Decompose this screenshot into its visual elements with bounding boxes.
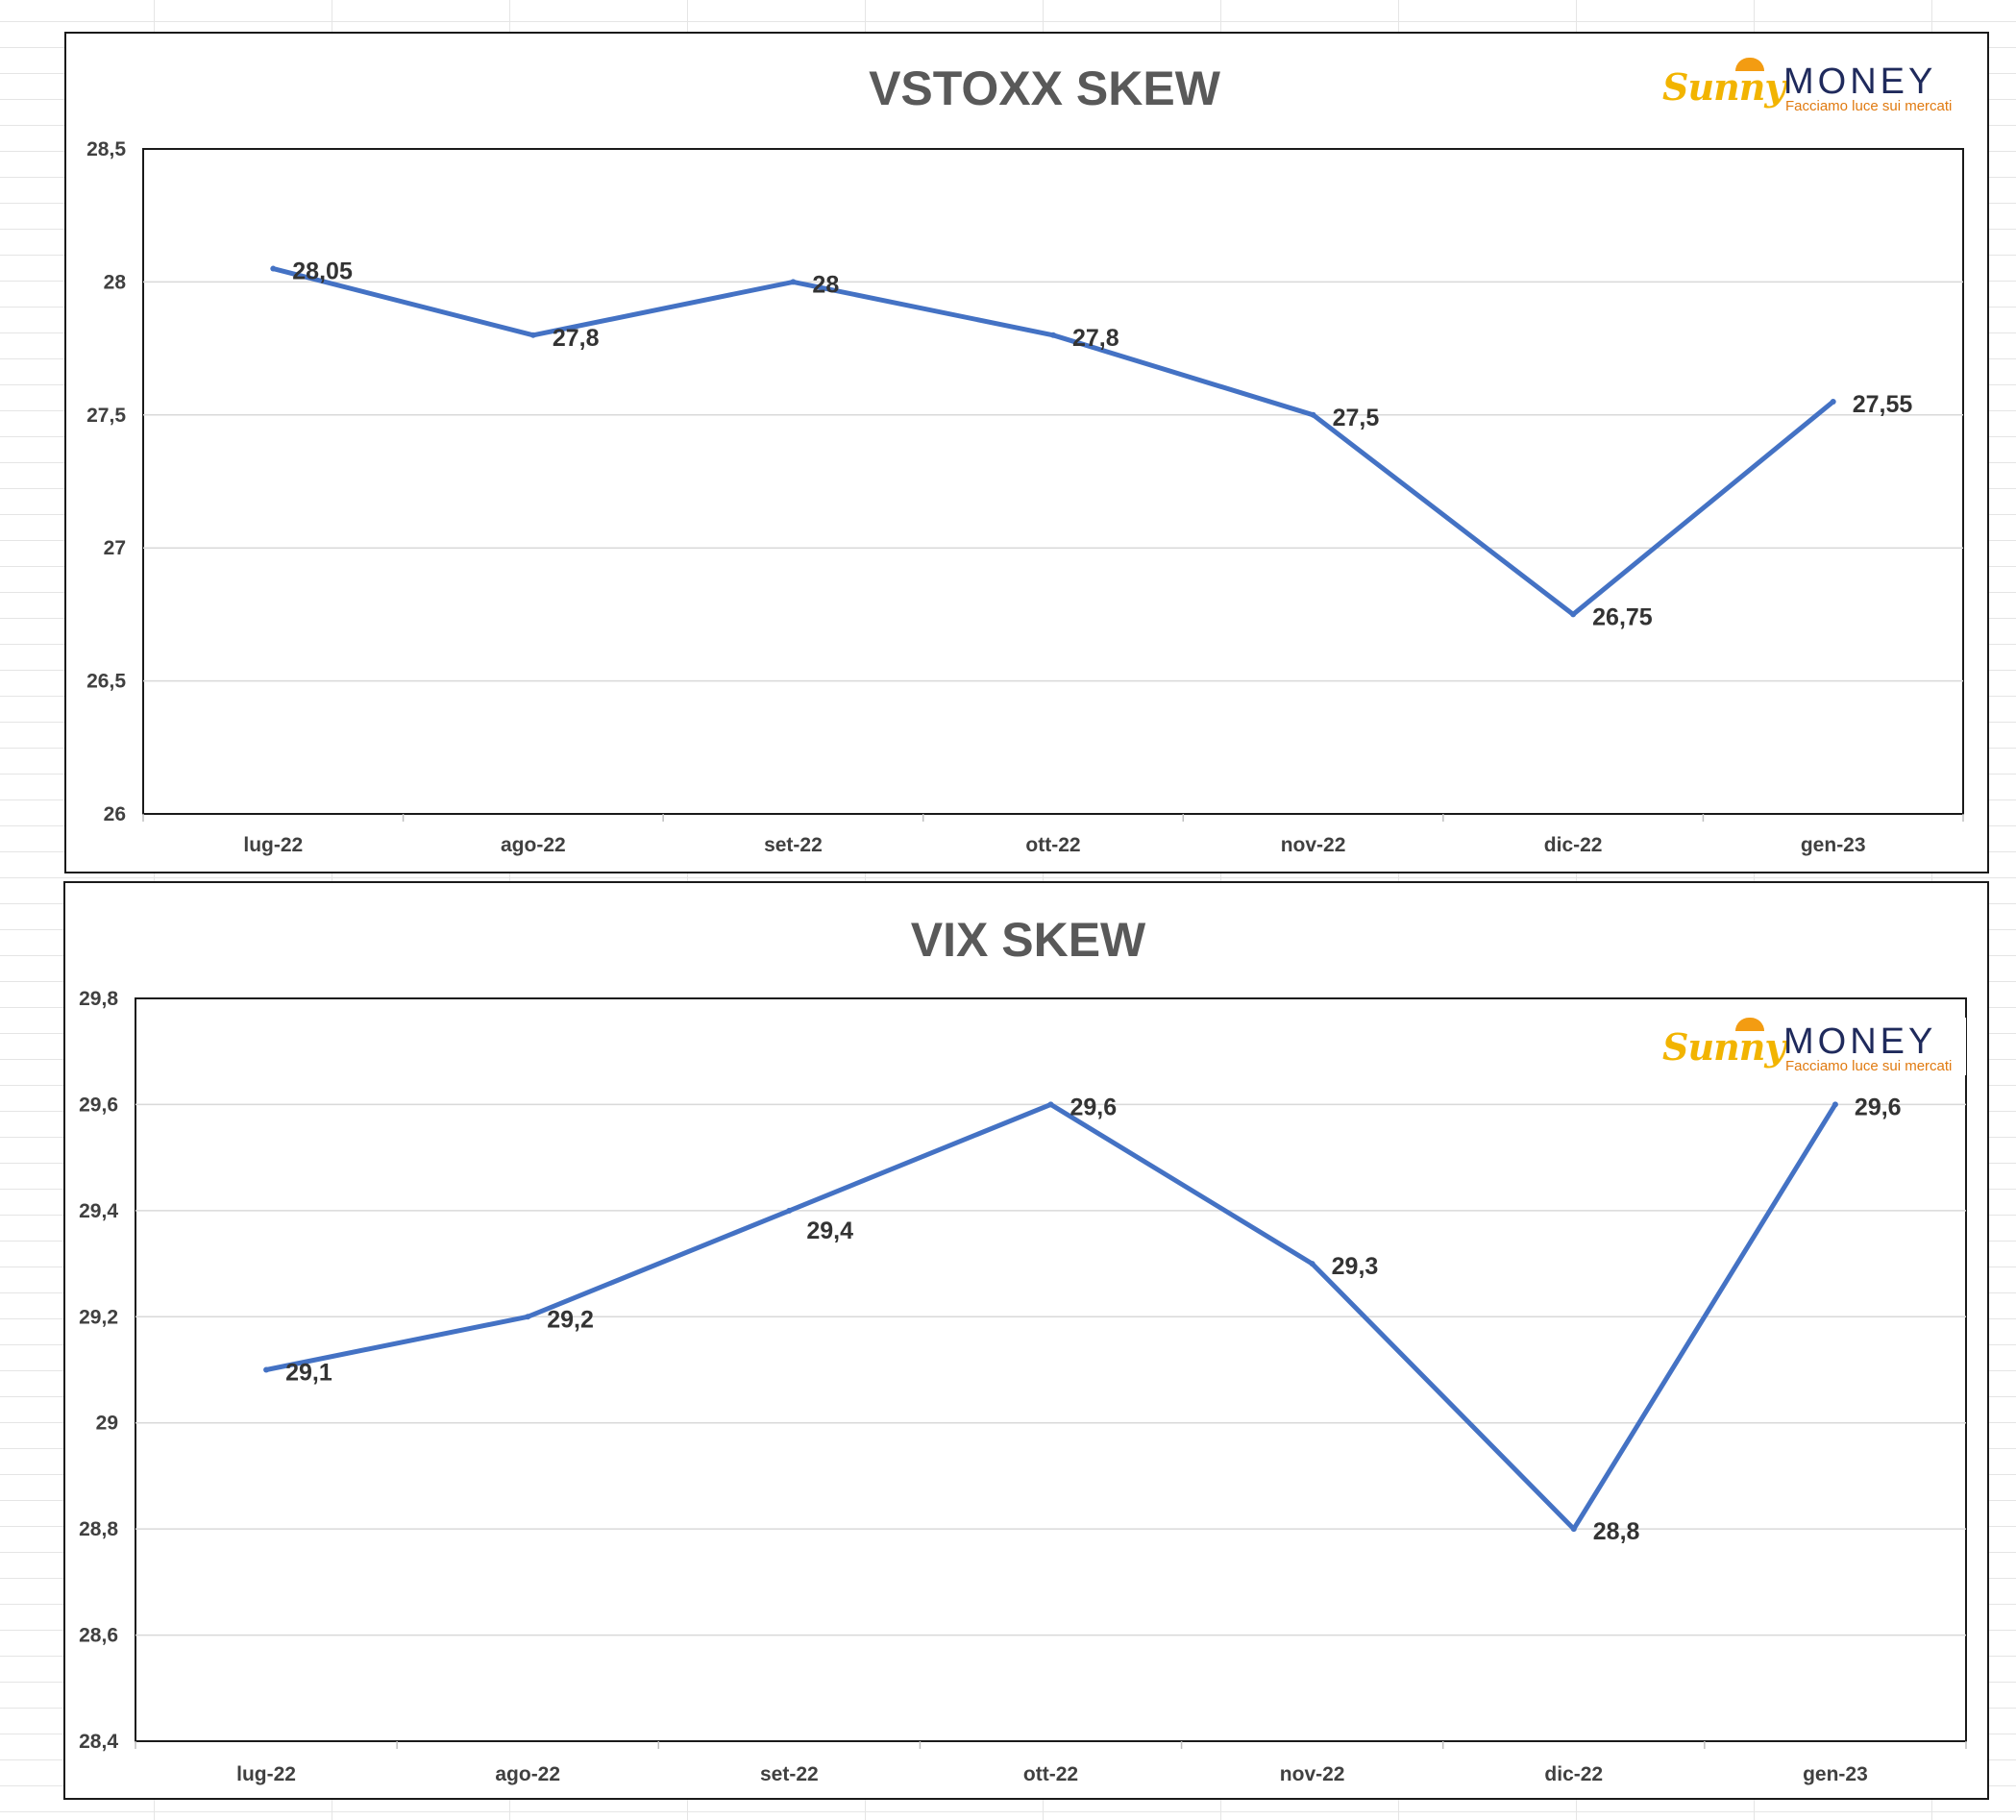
x-tick-label: ott-22 xyxy=(1023,1763,1078,1785)
y-tick-label: 28,5 xyxy=(86,138,126,160)
y-tick-label: 29,4 xyxy=(79,1200,118,1222)
data-label: 27,5 xyxy=(1333,405,1380,431)
x-tick-label: lug-22 xyxy=(236,1763,296,1785)
data-point xyxy=(1830,398,1836,405)
y-tick-label: 29,2 xyxy=(79,1306,118,1328)
x-tick-label: gen-23 xyxy=(1803,1763,1868,1785)
data-point xyxy=(1050,332,1056,338)
vstoxx-skew-chart: VSTOXX SKEW 26 26,5 27 27,5 28 28,5 lug-22 ago-2… xyxy=(86,61,1964,856)
logo-tagline: Facciamo luce sui mercati xyxy=(1785,98,1953,114)
y-tick-label: 28,6 xyxy=(79,1625,118,1647)
x-tick-label: ago-22 xyxy=(495,1763,560,1785)
y-tick-label: 29,8 xyxy=(79,988,118,1010)
x-tick-label: set-22 xyxy=(760,1763,819,1785)
data-point xyxy=(1310,411,1316,418)
logo-tagline: Facciamo luce sui mercati xyxy=(1785,1058,1953,1074)
data-point xyxy=(1570,611,1577,618)
data-label: 29,2 xyxy=(547,1306,594,1333)
y-tick-label: 29,6 xyxy=(79,1094,118,1116)
logo-script-text: Sunny xyxy=(1662,65,1785,109)
x-tick-label: nov-22 xyxy=(1281,834,1346,856)
data-label: 29,1 xyxy=(285,1360,332,1387)
sun-icon xyxy=(1735,1018,1764,1031)
data-point xyxy=(1832,1101,1838,1108)
data-point xyxy=(786,1207,793,1214)
data-point xyxy=(525,1314,531,1320)
x-tick-label: set-22 xyxy=(764,834,823,856)
data-label: 28,8 xyxy=(1593,1518,1640,1545)
data-point xyxy=(1309,1261,1315,1267)
x-tick-label: dic-22 xyxy=(1544,834,1603,856)
y-tick-label: 28 xyxy=(104,271,127,293)
y-tick-label: 26 xyxy=(104,803,126,825)
vix-skew-chart: VIX SKEW 28,4 28,6 28,8 29 29,2 29,4 29,6 29,8 lu… xyxy=(79,913,1967,1785)
data-label: 27,55 xyxy=(1853,391,1913,418)
data-point xyxy=(270,265,277,272)
chart-title: VSTOXX SKEW xyxy=(869,61,1221,115)
data-point xyxy=(529,332,536,338)
y-tick-label: 26,5 xyxy=(86,671,126,693)
y-tick-label: 29 xyxy=(96,1413,118,1435)
logo-script-text: Sunny xyxy=(1662,1025,1785,1069)
logo-word-text: MONEY xyxy=(1783,1021,1937,1062)
vstoxx-skew-chart-panel[interactable]: VSTOXX SKEW 26 26,5 27 27,5 28 28,5 lug-22 ago-2… xyxy=(64,32,1989,873)
y-tick-label: 28,8 xyxy=(79,1518,118,1540)
y-tick-label: 27,5 xyxy=(86,405,126,427)
x-tick-label: ott-22 xyxy=(1025,834,1080,856)
chart-title: VIX SKEW xyxy=(911,913,1146,967)
data-label: 29,4 xyxy=(806,1217,853,1244)
x-tick-label: ago-22 xyxy=(501,834,566,856)
data-label: 28,05 xyxy=(292,258,353,285)
sunny-money-logo: Sunny MONEY Facciamo luce sui mercati xyxy=(1659,58,1966,115)
data-label: 28 xyxy=(812,271,839,298)
series-line xyxy=(270,266,1836,617)
data-label: 29,6 xyxy=(1070,1094,1118,1120)
sun-icon xyxy=(1735,58,1764,71)
x-tick-label: lug-22 xyxy=(243,834,303,856)
y-tick-label: 28,4 xyxy=(79,1731,118,1753)
data-point xyxy=(1570,1526,1577,1533)
y-tick-label: 27 xyxy=(104,537,126,559)
data-point xyxy=(263,1366,270,1373)
sunny-money-logo: Sunny MONEY Facciamo luce sui mercati xyxy=(1659,1018,1966,1075)
x-tick-label: gen-23 xyxy=(1801,834,1866,856)
data-point xyxy=(1047,1101,1054,1108)
logo-word-text: MONEY xyxy=(1783,61,1937,102)
data-label: 27,8 xyxy=(553,325,600,352)
x-tick-label: nov-22 xyxy=(1280,1763,1345,1785)
data-label: 29,6 xyxy=(1855,1094,1902,1120)
data-label: 26,75 xyxy=(1592,603,1653,630)
data-point xyxy=(790,279,797,285)
plot-area-frame xyxy=(135,997,1967,1742)
plot-area-frame xyxy=(142,148,1964,815)
x-tick-label: dic-22 xyxy=(1544,1763,1603,1785)
data-label: 29,3 xyxy=(1332,1253,1379,1280)
vix-skew-chart-panel[interactable]: VIX SKEW 28,4 28,6 28,8 29 29,2 29,4 29,6 29,8 lu… xyxy=(63,881,1989,1800)
data-label: 27,8 xyxy=(1072,325,1119,352)
